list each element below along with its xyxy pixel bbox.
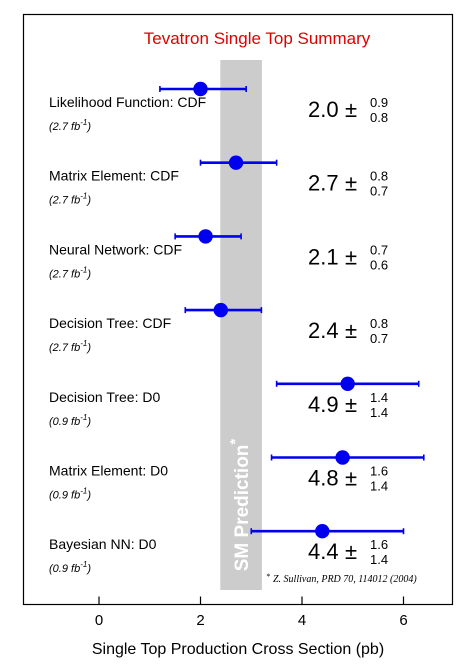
value-label: 2.0 bbox=[308, 97, 339, 122]
luminosity-label: (0.9 fb-1) bbox=[49, 413, 91, 428]
data-point bbox=[315, 524, 330, 539]
error-plus-label: 0.8 bbox=[370, 316, 388, 331]
error-plus-label: 1.4 bbox=[370, 390, 388, 405]
measurement-label: Matrix Element: D0 bbox=[49, 463, 168, 479]
error-plus-label: 1.6 bbox=[370, 537, 388, 552]
luminosity-label: (2.7 fb-1) bbox=[49, 192, 91, 207]
plus-minus-symbol: ± bbox=[345, 392, 357, 417]
measurement-label: Neural Network: CDF bbox=[49, 241, 182, 257]
measurement-row: Likelihood Function: CDF (2.7 fb-1) 2.0 ±0.… bbox=[49, 81, 388, 133]
plus-minus-symbol: ± bbox=[345, 466, 357, 491]
data-point bbox=[340, 376, 355, 391]
error-plus-label: 0.8 bbox=[370, 169, 388, 184]
measurement-label: Matrix Element: CDF bbox=[49, 168, 179, 184]
sm-prediction-label: SM Prediction* bbox=[227, 439, 253, 572]
data-point bbox=[198, 229, 213, 244]
measurement-label: Decision Tree: CDF bbox=[49, 315, 171, 331]
luminosity-label: (2.7 fb-1) bbox=[49, 265, 91, 280]
luminosity-label: (2.7 fb-1) bbox=[49, 118, 91, 133]
data-point bbox=[335, 450, 350, 465]
plus-minus-symbol: ± bbox=[345, 97, 357, 122]
error-minus-label: 1.4 bbox=[370, 552, 388, 567]
error-minus-label: 1.4 bbox=[370, 479, 388, 494]
luminosity-label: (0.9 fb-1) bbox=[49, 560, 91, 575]
data-point bbox=[193, 81, 208, 97]
chart-title: Tevatron Single Top Summary bbox=[144, 29, 371, 48]
measurement-row: Neural Network: CDF (2.7 fb-1) 2.1 ±0.70.6 bbox=[49, 229, 388, 280]
value-label: 4.9 bbox=[308, 392, 339, 417]
error-plus-label: 0.7 bbox=[370, 242, 388, 257]
luminosity-label: (2.7 fb-1) bbox=[49, 339, 91, 354]
measurement-row: Matrix Element: CDF (2.7 fb-1) 2.7 ±0.80.7 bbox=[49, 155, 388, 207]
footnote: * Z. Sullivan, PRD 70, 114012 (2004) bbox=[266, 572, 417, 585]
footnote-text: Z. Sullivan, PRD 70, 114012 (2004) bbox=[273, 574, 417, 585]
luminosity-label: (0.9 fb-1) bbox=[49, 487, 91, 502]
value-label: 4.8 bbox=[308, 466, 339, 491]
x-tick-label: 2 bbox=[196, 612, 204, 629]
plus-minus-symbol: ± bbox=[345, 318, 357, 343]
error-plus-label: 1.6 bbox=[370, 464, 388, 479]
x-tick-label: 6 bbox=[399, 612, 407, 629]
plot-frame bbox=[22, 13, 454, 606]
plus-minus-symbol: ± bbox=[345, 539, 357, 564]
x-axis: 0 2 4 6 bbox=[95, 596, 408, 629]
x-tick-label: 0 bbox=[95, 612, 103, 629]
measurement-row: Matrix Element: D0 (0.9 fb-1) 4.8 ±1.61.4 bbox=[49, 450, 425, 502]
sm-prediction-star: * bbox=[227, 439, 244, 445]
error-minus-label: 0.6 bbox=[370, 257, 388, 272]
sm-prediction-band bbox=[220, 60, 262, 590]
value-label: 2.1 bbox=[308, 244, 339, 269]
measurement-row: Bayesian NN: D0 (0.9 fb-1) 4.4 ±1.61.4 bbox=[49, 524, 405, 575]
data-point bbox=[228, 155, 244, 170]
footnote-star: * bbox=[266, 572, 270, 581]
value-label: 2.4 bbox=[308, 318, 339, 343]
data-point bbox=[213, 302, 228, 318]
error-minus-label: 1.4 bbox=[370, 405, 388, 420]
x-axis-label: Single Top Production Cross Section (pb) bbox=[92, 641, 384, 658]
plus-minus-symbol: ± bbox=[345, 244, 357, 269]
measurement-rows: Likelihood Function: CDF(2.7 fb-1)2.0 ±0.… bbox=[49, 81, 425, 575]
measurement-label: Likelihood Function: CDF bbox=[49, 94, 206, 110]
error-minus-label: 0.7 bbox=[370, 184, 388, 199]
error-plus-label: 0.9 bbox=[370, 95, 388, 110]
value-label: 2.7 bbox=[308, 171, 339, 196]
measurement-label: Bayesian NN: D0 bbox=[49, 536, 157, 552]
measurement-row: Decision Tree: D0 (0.9 fb-1) 4.9 ±1.41.4 bbox=[49, 376, 420, 428]
measurement-label: Decision Tree: D0 bbox=[49, 389, 160, 405]
error-minus-label: 0.8 bbox=[370, 110, 388, 125]
plus-minus-symbol: ± bbox=[345, 171, 357, 196]
x-tick-label: 4 bbox=[298, 612, 306, 629]
measurement-row: Decision Tree: CDF (2.7 fb-1) 2.4 ±0.80.7 bbox=[49, 302, 388, 354]
value-label: 4.4 bbox=[308, 539, 339, 564]
error-minus-label: 0.7 bbox=[370, 331, 388, 346]
